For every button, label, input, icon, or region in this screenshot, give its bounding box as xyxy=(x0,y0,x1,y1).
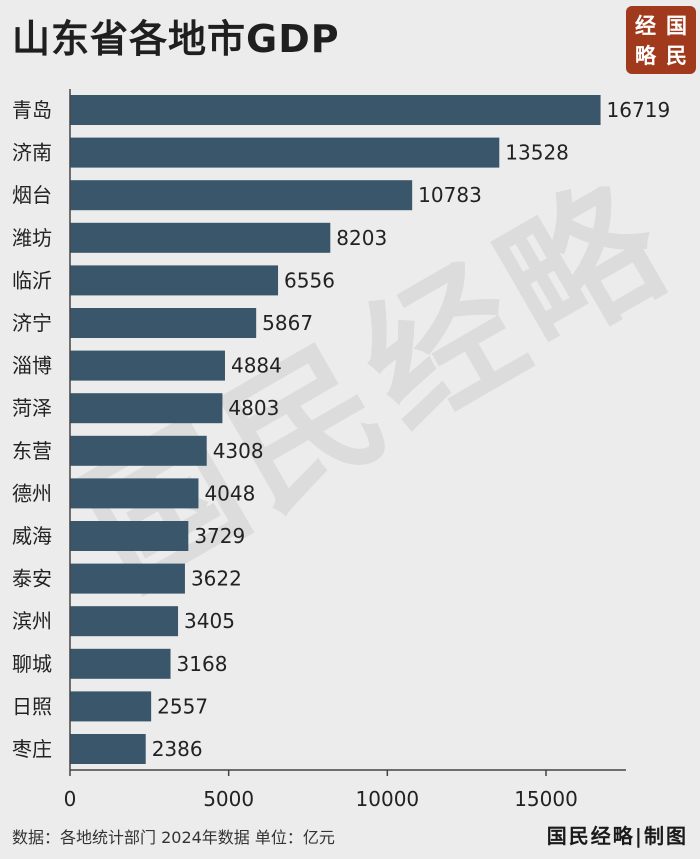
bar xyxy=(70,435,207,466)
x-tick-label: 0 xyxy=(64,787,77,811)
value-label: 16719 xyxy=(607,98,671,122)
bar xyxy=(70,95,601,125)
category-label: 滨州 xyxy=(12,609,52,633)
category-label: 临沂 xyxy=(12,268,52,292)
category-label: 济南 xyxy=(12,141,52,165)
bar xyxy=(70,734,146,764)
logo-char: 略 xyxy=(635,43,656,68)
bar xyxy=(70,350,225,381)
bar xyxy=(70,137,500,168)
chart-title: 山东省各地市GDP xyxy=(12,17,340,61)
bar xyxy=(70,180,413,211)
category-label: 东营 xyxy=(12,439,52,463)
value-label: 2557 xyxy=(157,694,208,718)
category-label: 聊城 xyxy=(12,652,52,676)
logo-char: 国 xyxy=(666,13,687,38)
category-label: 威海 xyxy=(12,524,52,548)
x-tick-label: 15000 xyxy=(514,787,578,811)
logo-char: 经 xyxy=(635,13,656,38)
bar xyxy=(70,393,223,424)
category-label: 潍坊 xyxy=(12,226,52,250)
bar xyxy=(70,691,152,722)
data-source-note: 数据：各地统计部门 2024年数据 单位：亿元 xyxy=(12,828,335,847)
bar xyxy=(70,265,279,296)
value-label: 4048 xyxy=(204,481,255,505)
value-label: 4803 xyxy=(228,396,279,420)
category-label: 青岛 xyxy=(12,98,52,122)
category-label: 枣庄 xyxy=(12,737,52,761)
category-label: 菏泽 xyxy=(12,396,52,420)
footer-brand: 国民经略|制图 xyxy=(546,824,688,848)
x-tick-label: 5000 xyxy=(203,787,254,811)
value-label: 5867 xyxy=(262,311,313,335)
category-label: 烟台 xyxy=(12,183,52,207)
brand-logo: 经 国 略 民 xyxy=(626,6,696,74)
bar xyxy=(70,648,171,679)
value-label: 3168 xyxy=(177,652,228,676)
value-label: 6556 xyxy=(284,268,335,292)
value-label: 13528 xyxy=(505,141,569,165)
category-label: 淄博 xyxy=(12,354,52,378)
bar xyxy=(70,606,179,637)
category-label: 济宁 xyxy=(12,311,52,335)
bar xyxy=(70,478,199,509)
value-label: 4308 xyxy=(213,439,264,463)
value-label: 2386 xyxy=(152,737,203,761)
value-label: 8203 xyxy=(336,226,387,250)
bar xyxy=(70,222,331,253)
value-label: 10783 xyxy=(418,183,482,207)
category-label: 泰安 xyxy=(12,567,52,591)
x-tick-label: 10000 xyxy=(356,787,420,811)
value-label: 3405 xyxy=(184,609,235,633)
value-label: 3622 xyxy=(191,567,242,591)
bar xyxy=(70,563,185,594)
value-label: 3729 xyxy=(194,524,245,548)
category-label: 德州 xyxy=(12,481,52,505)
bar xyxy=(70,521,189,551)
logo-char: 民 xyxy=(666,43,687,68)
value-label: 4884 xyxy=(231,354,282,378)
bar xyxy=(70,308,257,338)
category-label: 日照 xyxy=(12,694,52,718)
